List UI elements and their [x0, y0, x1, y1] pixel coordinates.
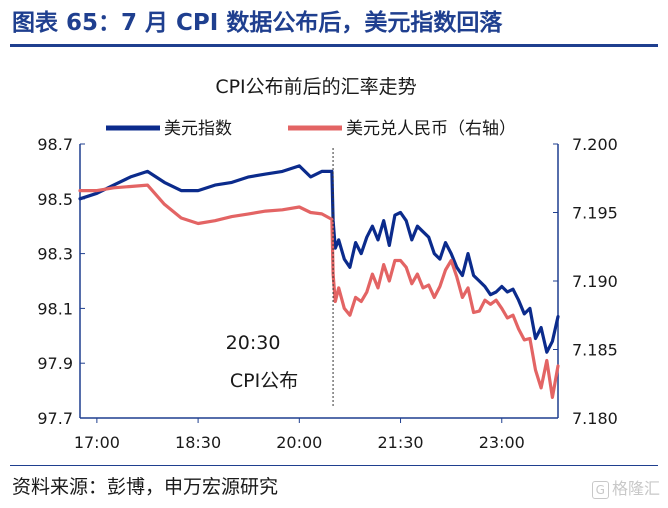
- watermark: G 格隆汇: [591, 475, 660, 499]
- x-tick-label: 18:30: [175, 433, 221, 452]
- chart-title: CPI公布前后的汇率走势: [215, 76, 416, 98]
- watermark-text: 格隆汇: [611, 479, 660, 498]
- figure-title: 图表 65：7 月 CPI 数据公布后，美元指数回落: [12, 10, 503, 36]
- right-tick-label: 7.180: [572, 409, 618, 428]
- left-tick-label: 98.5: [37, 190, 73, 209]
- watermark-logo-icon: G: [591, 481, 609, 499]
- x-tick-label: 20:00: [276, 433, 322, 452]
- annotation-time-label: 20:30: [226, 332, 281, 354]
- left-tick-label: 97.7: [37, 409, 73, 428]
- legend: 美元指数 美元兑人民币（右轴）: [106, 119, 516, 139]
- plot-axes: [79, 143, 559, 423]
- left-tick-label: 97.9: [37, 354, 73, 373]
- source-note: 资料来源：彭博，申万宏源研究: [12, 476, 279, 498]
- cpi-annotation: 20:30 CPI公布: [226, 148, 334, 406]
- series-line-usd-index: [78, 164, 560, 354]
- source-rule: [10, 465, 658, 466]
- right-tick-label: 7.195: [572, 204, 618, 223]
- right-tick-label: 7.190: [572, 272, 618, 291]
- series-layer: [78, 164, 560, 399]
- right-tick-label: 7.185: [572, 341, 618, 360]
- left-tick-label: 98.1: [37, 299, 73, 318]
- series-line-usd-cnh: [78, 183, 560, 399]
- legend-label-usd-cnh: 美元兑人民币（右轴）: [346, 119, 516, 139]
- title-rule: [10, 44, 658, 47]
- legend-label-usd-index: 美元指数: [164, 119, 232, 139]
- right-tick-label: 7.200: [572, 135, 618, 154]
- tick-labels: 98.7 98.5 98.3 98.1 97.9 97.7 7.200 7.195 7.190 7…: [37, 135, 617, 452]
- fx-line-chart: CPI公布前后的汇率走势 美元指数 美元兑人民币（右轴） 98.798.598.…: [37, 76, 617, 452]
- x-tick-label: 17:00: [74, 433, 120, 452]
- x-tick-label: 21:30: [377, 433, 423, 452]
- annotation-event-label: CPI公布: [230, 370, 298, 392]
- x-tick-label: 23:00: [479, 433, 525, 452]
- left-tick-label: 98.7: [37, 135, 73, 154]
- left-tick-label: 98.3: [37, 245, 73, 264]
